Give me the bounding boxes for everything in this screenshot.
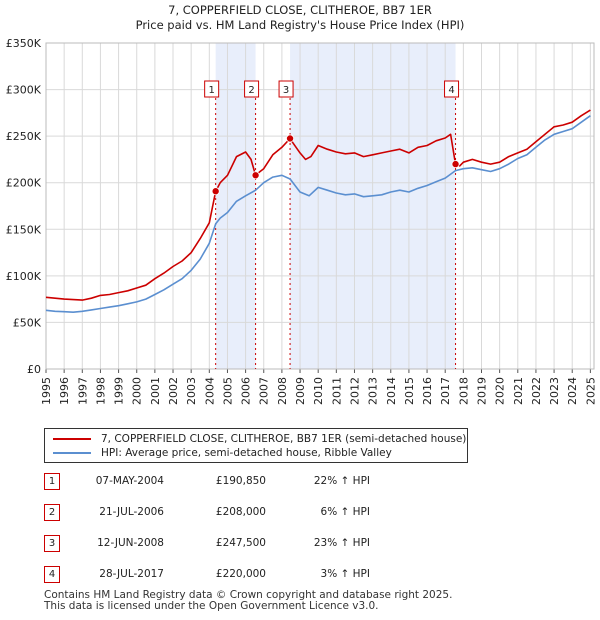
sale-price: £208,000 xyxy=(215,506,266,518)
footer-attribution: Contains HM Land Registry data © Crown c… xyxy=(44,590,452,612)
series-line xyxy=(45,115,591,314)
x-tick-label: 2016 xyxy=(421,377,434,405)
x-tick-label: 2002 xyxy=(167,377,180,405)
sale-number-badge: 1 xyxy=(44,473,60,490)
x-tick-label: 2013 xyxy=(367,377,380,405)
x-tick-label: 2009 xyxy=(294,377,307,405)
legend-label-property: 7, COPPERFIELD CLOSE, CLITHEROE, BB7 1ER… xyxy=(101,433,467,445)
sale-date: 12-JUN-2008 xyxy=(97,537,164,549)
x-tick-label: 2011 xyxy=(330,377,343,405)
x-tick-label: 2003 xyxy=(185,377,198,405)
x-tick-label: 2025 xyxy=(584,377,597,405)
sales-table: 1 07-MAY-2004 £190,850 22% ↑ HPI 2 21-JU… xyxy=(44,473,464,597)
grid-lines xyxy=(45,42,595,373)
sale-points xyxy=(211,134,460,196)
legend-item-property: 7, COPPERFIELD CLOSE, CLITHEROE, BB7 1ER… xyxy=(53,432,466,446)
sale-date: 28-JUL-2017 xyxy=(99,568,164,580)
x-tick-label: 2024 xyxy=(566,377,579,405)
x-axis-ticks: 1995 1996 1997 1998 1999 2000 2001 2002 2003 2004… xyxy=(40,377,597,405)
sale-badges: 1 2 3 4 xyxy=(204,80,460,98)
y-tick-label: £350K xyxy=(6,37,42,50)
sale-badge-box xyxy=(278,80,294,98)
sale-badge-label: 1 xyxy=(208,85,214,96)
x-tick-label: 2012 xyxy=(348,377,361,405)
x-tick-label: 2004 xyxy=(203,377,216,405)
y-tick-label: £250K xyxy=(6,130,42,143)
x-tick-label: 2015 xyxy=(403,377,416,405)
sale-row: 2 21-JUL-2006 £208,000 6% ↑ HPI xyxy=(44,504,464,535)
sale-date: 21-JUL-2006 xyxy=(99,506,164,518)
x-tick-label: 2020 xyxy=(494,377,507,405)
legend-label-hpi: HPI: Average price, semi-detached house,… xyxy=(101,447,392,459)
x-tick-label: 2000 xyxy=(131,377,144,405)
x-tick-label: 2010 xyxy=(312,377,325,405)
sale-badge-box xyxy=(444,80,460,98)
x-tick-label: 2005 xyxy=(221,377,234,405)
x-tick-label: 1996 xyxy=(58,377,71,405)
y-tick-label: £150K xyxy=(6,223,42,236)
y-tick-label: £50K xyxy=(13,316,42,329)
sale-badge-box xyxy=(244,80,260,98)
sale-point xyxy=(286,134,295,143)
x-tick-label: 2017 xyxy=(439,377,452,405)
x-tick-label: 2022 xyxy=(530,377,543,405)
sale-hpi-change: 23% ↑ HPI xyxy=(313,537,370,549)
x-tick-label: 2019 xyxy=(475,377,488,405)
legend-swatch-property xyxy=(53,438,91,440)
sale-number-badge: 2 xyxy=(44,504,60,521)
sale-row: 1 07-MAY-2004 £190,850 22% ↑ HPI xyxy=(44,473,464,504)
sale-badge-label: 4 xyxy=(448,85,454,96)
sale-row: 3 12-JUN-2008 £247,500 23% ↑ HPI xyxy=(44,535,464,566)
x-tick-label: 2007 xyxy=(258,377,271,405)
sale-row: 4 28-JUL-2017 £220,000 3% ↑ HPI xyxy=(44,566,464,597)
x-tick-label: 1999 xyxy=(113,377,126,405)
x-tick-label: 2023 xyxy=(548,377,561,405)
x-tick-label: 1997 xyxy=(76,377,89,405)
sale-price: £190,850 xyxy=(215,475,266,487)
sale-hpi-change: 22% ↑ HPI xyxy=(313,475,370,487)
legend-swatch-hpi xyxy=(53,452,91,454)
y-tick-label: £200K xyxy=(6,177,42,190)
sale-hpi-change: 6% ↑ HPI xyxy=(320,506,370,518)
sale-point xyxy=(451,160,460,169)
sale-badge-label: 3 xyxy=(283,85,289,96)
x-tick-label: 2018 xyxy=(457,377,470,405)
y-axis-ticks: £0 £50K £100K £150K £200K £250K £300K £350K xyxy=(6,37,42,376)
plot-frame xyxy=(45,42,595,370)
y-tick-label: £300K xyxy=(6,84,42,97)
x-tick-label: 1995 xyxy=(40,377,53,405)
footer-line-copyright: Contains HM Land Registry data © Crown c… xyxy=(44,589,453,601)
sale-point xyxy=(251,171,260,180)
series-line xyxy=(45,109,591,301)
x-tick-label: 2021 xyxy=(512,377,525,405)
sale-badge-box xyxy=(204,80,220,98)
y-tick-label: £0 xyxy=(27,363,41,376)
legend-item-hpi: HPI: Average price, semi-detached house,… xyxy=(53,446,392,460)
sale-price: £247,500 xyxy=(215,537,266,549)
x-tick-label: 2008 xyxy=(276,377,289,405)
chart-legend: 7, COPPERFIELD CLOSE, CLITHEROE, BB7 1ER… xyxy=(44,428,468,463)
series-lines xyxy=(45,109,591,314)
sale-number-badge: 3 xyxy=(44,535,60,552)
sale-price: £220,000 xyxy=(215,568,266,580)
x-tick-label: 1998 xyxy=(94,377,107,405)
x-tick-label: 2001 xyxy=(149,377,162,405)
price-chart: 7, COPPERFIELD CLOSE, CLITHEROE, BB7 1ER… xyxy=(6,3,598,405)
x-tick-label: 2014 xyxy=(385,377,398,405)
x-tick-label: 2006 xyxy=(240,377,253,405)
y-tick-label: £100K xyxy=(6,270,42,283)
chart-subtitle: Price paid vs. HM Land Registry's House … xyxy=(136,18,465,32)
sale-badge-label: 2 xyxy=(248,85,254,96)
sale-point xyxy=(211,187,220,196)
chart-title: 7, COPPERFIELD CLOSE, CLITHEROE, BB7 1ER xyxy=(168,3,432,17)
sale-date: 07-MAY-2004 xyxy=(95,475,164,487)
sale-hpi-change: 3% ↑ HPI xyxy=(320,568,370,580)
sale-number-badge: 4 xyxy=(44,566,60,583)
footer-line-licence: This data is licensed under the Open Gov… xyxy=(44,600,379,612)
